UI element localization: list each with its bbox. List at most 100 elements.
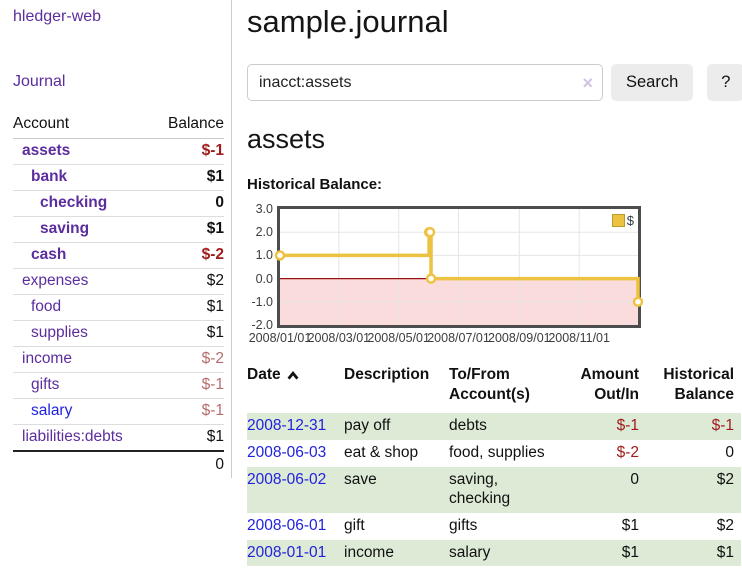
transaction-date-link[interactable]: 2008-06-02 — [247, 470, 327, 488]
account-row-checking: checking 0 — [13, 190, 224, 217]
account-row-supplies: supplies $1 — [13, 320, 224, 347]
account-link-bank[interactable]: bank — [31, 168, 68, 185]
account-row-gifts: gifts $-1 — [13, 372, 224, 399]
transaction-date-link[interactable]: 2008-06-03 — [247, 444, 327, 462]
transaction-accounts: debts — [449, 417, 487, 435]
y-tick-label: 1.0 — [255, 248, 273, 263]
account-row-liabilities-debts: liabilities:debts $1 — [13, 424, 224, 452]
transaction-description: save — [344, 470, 377, 488]
sidebar-item-journal[interactable]: Journal — [13, 73, 66, 90]
account-link-expenses[interactable]: expenses — [22, 272, 89, 289]
account-row-income: income $-2 — [13, 346, 224, 373]
account-balance: $-1 — [152, 138, 224, 165]
search-form: × Search ? — [247, 64, 742, 101]
account-row-bank: bank $1 — [13, 164, 224, 191]
account-link-assets[interactable]: assets — [22, 142, 71, 159]
account-link-income[interactable]: income — [22, 350, 72, 367]
account-row-assets: assets $-1 — [13, 138, 224, 165]
account-balance: $1 — [152, 320, 224, 347]
chart-y-axis: 3.0 2.0 1.0 0.0 -1.0 -2.0 — [247, 202, 277, 332]
transaction-description: eat & shop — [344, 444, 419, 462]
accounts-table: Account Balance assets $-1 bank $1 check… — [13, 112, 224, 478]
transaction-accounts: gifts — [449, 517, 478, 535]
account-link-checking[interactable]: checking — [40, 194, 108, 211]
historical-balance-chart: 3.0 2.0 1.0 0.0 -1.0 -2.0 $ — [247, 202, 742, 332]
transaction-amount: $-2 — [616, 444, 639, 462]
transaction-amount: $1 — [621, 517, 639, 535]
register-header-date[interactable]: Date — [247, 365, 344, 413]
account-balance: $1 — [152, 294, 224, 321]
account-balance: $1 — [152, 216, 224, 243]
y-tick-label: 0.0 — [255, 271, 273, 286]
transaction-date-link[interactable]: 2008-01-01 — [247, 543, 327, 561]
transaction-amount: 0 — [630, 470, 639, 488]
account-balance: $-2 — [152, 346, 224, 373]
account-balance: $-1 — [152, 372, 224, 399]
transaction-row: 2008-12-31 pay off debts $-1 $-1 — [247, 413, 741, 441]
transaction-description: gift — [344, 517, 365, 535]
account-balance: $-2 — [152, 242, 224, 269]
x-tick-label: 2008/05/01 — [367, 331, 430, 345]
accounts-header-balance: Balance — [152, 112, 224, 139]
transaction-balance: $1 — [716, 543, 734, 561]
search-input[interactable] — [247, 64, 603, 101]
sidebar: hledger-web Journal Account Balance asse… — [0, 0, 232, 478]
account-link-salary[interactable]: salary — [31, 402, 73, 419]
x-tick-label: 2008/09/01 — [488, 331, 551, 345]
account-link-food[interactable]: food — [31, 298, 62, 315]
transaction-balance: 0 — [725, 444, 734, 462]
y-tick-label: 3.0 — [255, 202, 273, 216]
transaction-amount: $-1 — [616, 417, 639, 435]
clear-search-icon[interactable]: × — [582, 72, 593, 93]
transaction-date-link[interactable]: 2008-06-01 — [247, 517, 327, 535]
account-link-supplies[interactable]: supplies — [31, 324, 88, 341]
register-table: Date Description To/From Account(s) Amou… — [247, 365, 741, 567]
y-tick-label: -1.0 — [251, 294, 273, 309]
page-title: sample.journal — [247, 4, 449, 39]
account-heading: assets — [247, 124, 326, 154]
transaction-balance: $-1 — [711, 417, 734, 435]
account-link-liabilities-debts[interactable]: liabilities:debts — [22, 428, 123, 445]
account-row-cash: cash $-2 — [13, 242, 224, 269]
sort-asc-icon — [287, 370, 299, 380]
y-tick-label: -2.0 — [251, 318, 273, 332]
transaction-balance: $2 — [716, 517, 734, 535]
search-button[interactable]: Search — [611, 64, 694, 101]
y-tick-label: 2.0 — [255, 225, 273, 240]
chart-plot-area: $ — [274, 206, 644, 328]
brand-link[interactable]: hledger-web — [13, 8, 102, 25]
transaction-row: 2008-06-03 eat & shop food, supplies $-2… — [247, 440, 741, 467]
account-row-expenses: expenses $2 — [13, 268, 224, 295]
transaction-row: 2008-06-01 gift gifts $1 $2 — [247, 513, 741, 540]
x-tick-label: 2008/01/01 — [248, 331, 312, 345]
account-row-salary: salary $-1 — [13, 398, 224, 425]
account-link-saving[interactable]: saving — [40, 220, 90, 237]
account-balance: $1 — [152, 164, 224, 191]
transaction-date-link[interactable]: 2008-12-31 — [247, 417, 327, 435]
transaction-accounts: saving, checking — [449, 470, 511, 508]
legend-label: $ — [626, 213, 634, 228]
legend-swatch-icon — [611, 214, 625, 227]
register-header-amount: Amount Out/In — [580, 366, 639, 403]
account-link-cash[interactable]: cash — [31, 246, 67, 263]
account-row-food: food $1 — [13, 294, 224, 321]
accounts-total-row: 0 — [13, 450, 224, 478]
register-header-accounts: To/From Account(s) — [449, 366, 530, 403]
x-tick-label: 2008/11/01 — [548, 331, 610, 345]
chart-canvas — [274, 209, 644, 325]
transaction-description: pay off — [344, 417, 391, 435]
transaction-balance: $2 — [716, 470, 734, 488]
transaction-description: income — [344, 543, 394, 561]
transaction-accounts: food, supplies — [449, 444, 545, 462]
account-row-saving: saving $1 — [13, 216, 224, 243]
account-link-gifts[interactable]: gifts — [31, 376, 60, 393]
accounts-total-value: 0 — [152, 450, 224, 478]
x-tick-label: 2008/03/01 — [307, 331, 371, 345]
help-button[interactable]: ? — [707, 64, 742, 101]
accounts-header-account: Account — [13, 112, 153, 139]
register-header-description: Description — [344, 366, 430, 383]
transaction-row: 2008-06-02 save saving, checking 0 $2 — [247, 466, 741, 514]
transaction-amount: $1 — [621, 543, 639, 561]
account-balance: $1 — [152, 424, 224, 452]
chart-heading: Historical Balance: — [247, 176, 383, 193]
